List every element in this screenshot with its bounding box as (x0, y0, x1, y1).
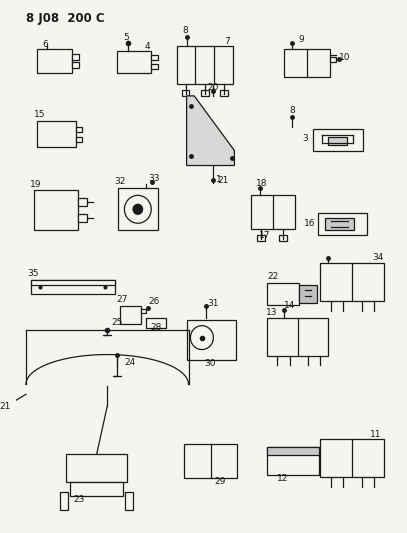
Text: 9: 9 (298, 35, 304, 44)
Text: 8: 8 (289, 106, 295, 115)
Bar (328, 136, 347, 144)
Text: 12: 12 (276, 474, 288, 483)
Text: 16: 16 (304, 219, 316, 228)
Bar (220, 90, 228, 96)
Bar (267, 318, 328, 356)
Text: 22: 22 (267, 272, 278, 281)
Bar (320, 439, 384, 477)
Bar (70, 482, 123, 496)
Bar (313, 129, 363, 151)
Bar (34, 190, 78, 230)
Text: 19: 19 (30, 180, 41, 189)
Bar (37, 121, 76, 147)
Bar (72, 62, 79, 68)
Bar (317, 213, 368, 235)
Text: 21: 21 (217, 176, 229, 185)
Text: 34: 34 (372, 253, 383, 262)
Text: 27: 27 (116, 295, 127, 304)
Bar (78, 214, 87, 222)
Bar (151, 64, 158, 69)
Text: 28: 28 (150, 323, 162, 332)
Bar (76, 127, 82, 132)
Text: 20: 20 (208, 84, 219, 92)
Bar (182, 90, 190, 96)
Text: 29: 29 (214, 478, 226, 487)
Bar (66, 454, 127, 482)
Circle shape (190, 326, 213, 350)
Text: 35: 35 (27, 270, 38, 278)
Text: 17: 17 (259, 231, 271, 240)
Bar (320, 263, 384, 301)
Bar (257, 235, 265, 241)
Text: 13: 13 (266, 308, 278, 317)
Bar (284, 49, 330, 77)
Text: 18: 18 (256, 179, 268, 188)
Bar (325, 218, 354, 230)
Text: 23: 23 (74, 495, 85, 504)
Text: 5: 5 (123, 33, 129, 42)
Bar (118, 188, 158, 230)
Bar (186, 320, 236, 360)
Bar (31, 280, 115, 285)
Bar (177, 46, 232, 84)
Text: 33: 33 (148, 174, 160, 183)
Text: 1: 1 (216, 175, 222, 184)
Text: 11: 11 (370, 430, 382, 439)
Bar (60, 492, 68, 510)
Text: 3: 3 (302, 134, 308, 143)
Text: 8 J08  200 C: 8 J08 200 C (26, 12, 105, 26)
Text: 6: 6 (42, 39, 48, 49)
Bar (141, 309, 147, 313)
Bar (125, 492, 133, 510)
Bar (279, 235, 287, 241)
Bar (201, 90, 209, 96)
Text: 4: 4 (144, 42, 150, 51)
Bar (267, 447, 319, 455)
Bar (330, 57, 336, 62)
Bar (300, 285, 317, 303)
Bar (72, 54, 79, 60)
Bar (31, 280, 115, 294)
Bar (267, 447, 319, 475)
Text: 26: 26 (149, 297, 160, 306)
Bar (117, 51, 151, 73)
Bar (267, 283, 300, 305)
Text: 14: 14 (284, 301, 295, 310)
Circle shape (125, 196, 151, 223)
Bar (184, 444, 237, 478)
Text: 8: 8 (183, 26, 188, 35)
Bar (78, 198, 87, 206)
Bar (76, 136, 82, 142)
Bar (37, 49, 72, 73)
Bar (120, 306, 141, 324)
Polygon shape (186, 96, 234, 166)
Text: 25: 25 (111, 318, 123, 327)
Text: 32: 32 (114, 177, 125, 186)
Bar (147, 318, 166, 328)
Text: 15: 15 (34, 110, 45, 119)
Text: 30: 30 (204, 359, 215, 368)
Text: 24: 24 (125, 358, 136, 367)
Text: 7: 7 (224, 37, 230, 46)
Bar (251, 196, 295, 229)
Text: 21: 21 (0, 402, 11, 411)
Text: 10: 10 (339, 53, 350, 62)
Text: 31: 31 (208, 300, 219, 308)
Circle shape (133, 204, 142, 214)
Bar (151, 55, 158, 60)
